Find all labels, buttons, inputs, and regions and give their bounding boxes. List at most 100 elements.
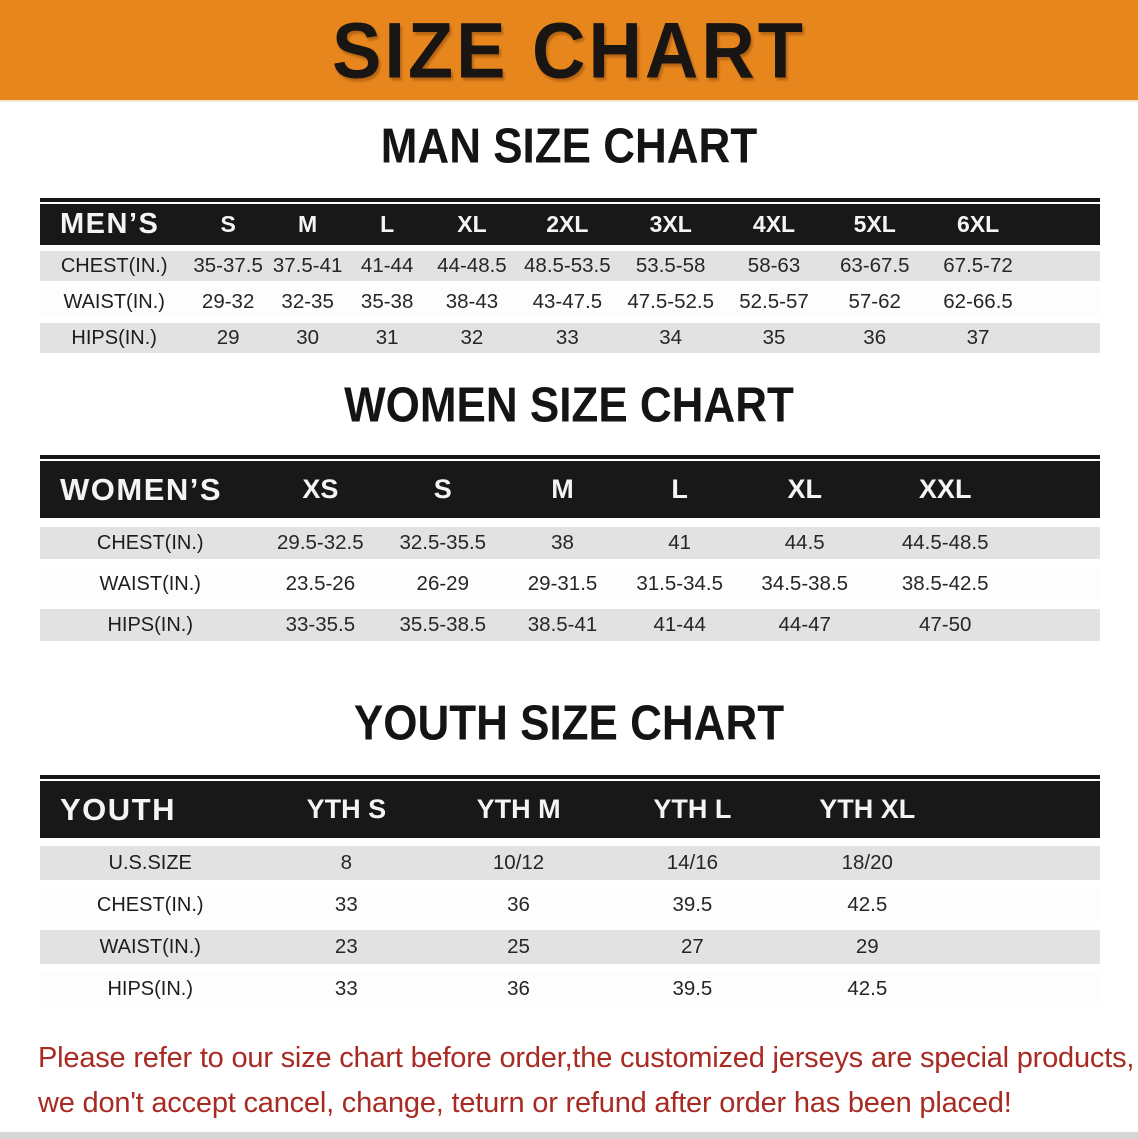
table-row: CHEST(IN.) 35-37.5 37.5-41 41-44 44-48.5 48.5… xyxy=(40,245,1100,284)
row-label-cell: HIPS(IN.) xyxy=(40,317,189,353)
value-cell: 67.5-72 xyxy=(925,245,1032,284)
footer-line-1: Please refer to our size chart before or… xyxy=(38,1042,1135,1074)
size-header-cell: 4XL xyxy=(723,202,825,248)
youth-heading-text: YOUTH SIZE CHART xyxy=(353,696,785,751)
value-cell: 25 xyxy=(432,922,605,968)
footer-line-2: we don't accept cancel, change, teturn o… xyxy=(38,1087,1012,1119)
pad-cell xyxy=(1020,559,1100,605)
value-cell: 23 xyxy=(260,922,433,968)
pad-cell xyxy=(1031,245,1100,284)
row-label-cell: CHEST(IN.) xyxy=(40,518,261,564)
value-cell: 31.5-34.5 xyxy=(619,559,740,605)
value-cell: 41-44 xyxy=(619,600,740,641)
men-table-wrap: MEN’S S M L XL 2XL 3XL 4XL 5XL 6XL CHEST(IN.) 35-37… xyxy=(40,198,1100,353)
value-cell: 37.5-41 xyxy=(267,245,348,284)
youth-table-wrap: YOUTH YTH S YTH M YTH L YTH XL U.S.SIZE 8 10/12… xyxy=(40,775,1100,1006)
table-header-row: YOUTH YTH S YTH M YTH L YTH XL xyxy=(40,779,1100,842)
value-cell: 34 xyxy=(617,317,724,353)
value-cell: 29 xyxy=(779,922,955,968)
row-label-cell: U.S.SIZE xyxy=(40,838,261,884)
value-cell: 29-32 xyxy=(188,281,268,320)
men-heading: MAN SIZE CHART xyxy=(0,102,1138,198)
value-cell: 42.5 xyxy=(779,880,955,926)
table-row: HIPS(IN.) 33-35.5 35.5-38.5 38.5-41 41-44 44-… xyxy=(40,600,1100,641)
row-label-cell: WAIST(IN.) xyxy=(40,281,189,320)
men-size-table: MEN’S S M L XL 2XL 3XL 4XL 5XL 6XL CHEST(IN.) 35-37… xyxy=(40,202,1100,353)
size-header-cell: XS xyxy=(260,459,381,523)
content: MAN SIZE CHART MEN’S S M L XL 2XL 3XL 4XL 5XL 6XL… xyxy=(0,102,1138,1126)
value-cell: 37 xyxy=(925,317,1032,353)
pad-cell xyxy=(954,922,1100,968)
pad-cell xyxy=(1020,518,1100,564)
pad-cell xyxy=(954,779,1100,842)
bottom-edge xyxy=(0,1132,1138,1139)
size-header-cell: 6XL xyxy=(925,202,1032,248)
value-cell: 41-44 xyxy=(347,245,427,284)
size-header-cell: XL xyxy=(426,202,517,248)
value-cell: 47-50 xyxy=(869,600,1021,641)
row-label-cell: WAIST(IN.) xyxy=(40,559,261,605)
row-label-cell: CHEST(IN.) xyxy=(40,245,189,284)
table-row: WAIST(IN.) 29-32 32-35 35-38 38-43 43-47.5 47.… xyxy=(40,281,1100,320)
pad-cell xyxy=(1031,281,1100,320)
size-header-cell: 2XL xyxy=(516,202,618,248)
row-label-cell: HIPS(IN.) xyxy=(40,600,261,641)
pad-cell xyxy=(954,838,1100,884)
value-cell: 35.5-38.5 xyxy=(380,600,506,641)
value-cell: 14/16 xyxy=(604,838,780,884)
table-title-cell: YOUTH xyxy=(40,779,261,842)
value-cell: 32 xyxy=(426,317,517,353)
value-cell: 62-66.5 xyxy=(925,281,1032,320)
value-cell: 33-35.5 xyxy=(260,600,381,641)
pad-cell xyxy=(1031,317,1100,353)
size-header-cell: YTH M xyxy=(432,779,605,842)
size-header-cell: 3XL xyxy=(617,202,724,248)
size-header-cell: YTH S xyxy=(260,779,433,842)
value-cell: 52.5-57 xyxy=(723,281,825,320)
size-header-cell: YTH L xyxy=(604,779,780,842)
value-cell: 23.5-26 xyxy=(260,559,381,605)
value-cell: 58-63 xyxy=(723,245,825,284)
women-table-wrap: WOMEN’S XS S M L XL XXL CHEST(IN.) 29.5-32.5 32.5… xyxy=(40,455,1100,641)
size-header-cell: L xyxy=(619,459,740,523)
value-cell: 32.5-35.5 xyxy=(380,518,506,564)
section-women: WOMEN SIZE CHART WOMEN’S XS S M L XL XXL CHEST(… xyxy=(0,353,1138,641)
value-cell: 29.5-32.5 xyxy=(260,518,381,564)
banner-title: SIZE CHART xyxy=(332,6,806,94)
value-cell: 33 xyxy=(516,317,618,353)
women-heading-text: WOMEN SIZE CHART xyxy=(344,378,794,433)
value-cell: 31 xyxy=(347,317,427,353)
pad-cell xyxy=(1031,202,1100,248)
value-cell: 38.5-42.5 xyxy=(869,559,1021,605)
value-cell: 53.5-58 xyxy=(617,245,724,284)
value-cell: 35 xyxy=(723,317,825,353)
women-size-table: WOMEN’S XS S M L XL XXL CHEST(IN.) 29.5-32.5 32.5… xyxy=(40,459,1100,641)
value-cell: 39.5 xyxy=(604,880,780,926)
value-cell: 26-29 xyxy=(380,559,506,605)
value-cell: 38 xyxy=(505,518,620,564)
value-cell: 10/12 xyxy=(432,838,605,884)
value-cell: 33 xyxy=(260,964,433,1006)
value-cell: 44-48.5 xyxy=(426,245,517,284)
size-header-cell: XL xyxy=(739,459,870,523)
section-men: MAN SIZE CHART MEN’S S M L XL 2XL 3XL 4XL 5XL 6XL… xyxy=(0,102,1138,353)
table-row: CHEST(IN.) 33 36 39.5 42.5 xyxy=(40,880,1100,926)
table-header-row: WOMEN’S XS S M L XL XXL xyxy=(40,459,1100,523)
value-cell: 27 xyxy=(604,922,780,968)
value-cell: 18/20 xyxy=(779,838,955,884)
value-cell: 36 xyxy=(432,964,605,1006)
size-header-cell: M xyxy=(267,202,348,248)
size-header-cell: L xyxy=(347,202,427,248)
table-row: WAIST(IN.) 23.5-26 26-29 29-31.5 31.5-34.5 34… xyxy=(40,559,1100,605)
table-row: U.S.SIZE 8 10/12 14/16 18/20 xyxy=(40,838,1100,884)
youth-size-table: YOUTH YTH S YTH M YTH L YTH XL U.S.SIZE 8 10/12… xyxy=(40,779,1100,1006)
value-cell: 8 xyxy=(260,838,433,884)
value-cell: 38.5-41 xyxy=(505,600,620,641)
size-header-cell: S xyxy=(380,459,506,523)
banner: SIZE CHART xyxy=(0,0,1138,102)
value-cell: 29 xyxy=(188,317,268,353)
size-header-cell: XXL xyxy=(869,459,1021,523)
table-row: CHEST(IN.) 29.5-32.5 32.5-35.5 38 41 44.5 44.5… xyxy=(40,518,1100,564)
row-label-cell: WAIST(IN.) xyxy=(40,922,261,968)
